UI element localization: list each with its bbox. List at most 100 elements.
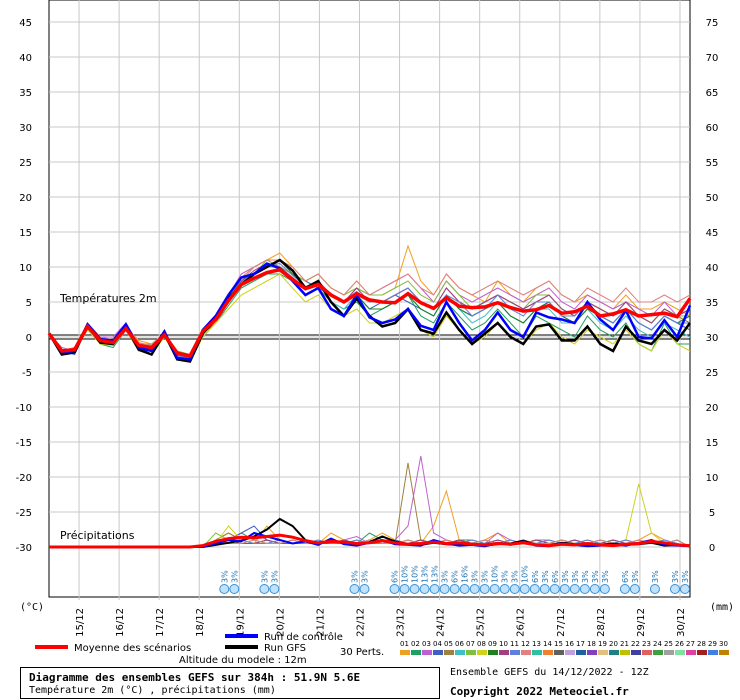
x-tick-label: 16/12 — [115, 608, 126, 637]
snow-icon — [489, 584, 500, 594]
chart-subtitle: Température 2m (°C) , précipitations (mm… — [29, 685, 276, 696]
legend-perts-label: 30 Perts. — [340, 647, 384, 658]
x-tick-label: 24/12 — [436, 608, 447, 637]
snow-probability-label: 3% — [220, 570, 229, 583]
right-tick-label: 55 — [706, 158, 719, 169]
pert-color-swatch — [664, 650, 674, 655]
pert-color-swatch — [411, 650, 421, 655]
pert-number-label: 21 — [620, 640, 629, 648]
pert-number-label: 24 — [653, 640, 662, 648]
snow-icon — [219, 584, 230, 594]
snow-icon — [449, 584, 460, 594]
x-tick-label: 25/12 — [476, 608, 487, 637]
pert-number-label: 22 — [631, 640, 640, 648]
snow-probability-label: 3% — [230, 570, 239, 583]
snow-probability-label: 6% — [451, 570, 460, 583]
pert-number-label: 14 — [543, 640, 552, 648]
right-unit-label: (mm) — [710, 602, 734, 613]
right-tick-label: 0 — [709, 543, 715, 554]
right-tick-label: 30 — [706, 333, 719, 344]
snow-icon — [429, 584, 440, 594]
left-tick-label: 0 — [26, 333, 32, 344]
snow-probability-label: 3% — [481, 570, 490, 583]
snow-icon — [549, 584, 560, 594]
pert-number-label: 20 — [609, 640, 618, 648]
right-tick-label: 75 — [706, 18, 719, 29]
temperature-section-label: Températures 2m — [59, 292, 157, 305]
pert-number-label: 29 — [708, 640, 717, 648]
left-tick-label: -30 — [16, 543, 32, 554]
left-tick-label: -15 — [16, 438, 32, 449]
x-tick-label: 19/12 — [235, 608, 246, 637]
member-01-precipitation-line — [49, 489, 691, 548]
snow-probability-label: 3% — [571, 570, 580, 583]
snow-icon — [499, 584, 510, 594]
member-08-precipitation-line — [49, 483, 691, 548]
pert-number-label: 25 — [664, 640, 673, 648]
pert-color-swatch — [631, 650, 641, 655]
snow-probability-label: 3% — [591, 570, 600, 583]
pert-color-swatch — [444, 650, 454, 655]
legend-mean-label: Moyenne des scénarios — [74, 642, 191, 654]
left-tick-label: 20 — [19, 193, 32, 204]
pert-color-swatch — [510, 650, 520, 655]
pert-color-swatch — [466, 650, 476, 655]
x-tick-label: 29/12 — [636, 608, 647, 637]
pert-number-label: 09 — [488, 640, 497, 648]
left-axis: 45 40 35 30 25 20 15 10 5 0 -5 -10 -15 -20 -25 -30 — [16, 18, 32, 554]
snow-probability-label: 6% — [531, 570, 540, 583]
left-tick-label: 10 — [19, 263, 32, 274]
x-tick-label: 27/12 — [556, 608, 567, 637]
pert-number-label: 19 — [598, 640, 607, 648]
snow-probability-label: 10% — [401, 565, 410, 583]
pert-number-label: 16 — [565, 640, 574, 648]
pert-number-label: 11 — [510, 640, 519, 648]
pert-number-label: 27 — [686, 640, 695, 648]
right-tick-label: 60 — [706, 123, 719, 134]
snow-icon — [259, 584, 270, 594]
left-tick-label: -5 — [22, 368, 32, 379]
pert-number-label: 30 — [719, 640, 728, 648]
pert-number-label: 15 — [554, 640, 563, 648]
snow-probability-label: 13% — [431, 565, 440, 583]
pert-color-swatch — [543, 650, 553, 655]
pert-number-label: 06 — [455, 640, 464, 648]
pert-color-swatch — [719, 650, 729, 655]
pert-number-label: 18 — [587, 640, 596, 648]
right-tick-label: 65 — [706, 88, 719, 99]
snow-icon — [669, 584, 680, 594]
right-tick-label: 20 — [706, 403, 719, 414]
snow-probability-label: 3% — [631, 570, 640, 583]
snow-probability-label: 10% — [491, 565, 500, 583]
pert-color-swatch — [400, 650, 410, 655]
snow-probability-label: 13% — [421, 565, 430, 583]
chart-title: Diagramme des ensembles GEFS sur 384h : … — [29, 671, 361, 684]
left-tick-label: 30 — [19, 123, 32, 134]
x-tick-label: 22/12 — [355, 608, 366, 637]
snow-icon — [569, 584, 580, 594]
pert-color-swatch — [620, 650, 630, 655]
snow-icon — [529, 584, 540, 594]
snow-icon — [679, 584, 690, 594]
left-tick-label: 25 — [19, 158, 32, 169]
left-tick-label: -25 — [16, 508, 32, 519]
pert-color-swatch — [532, 650, 542, 655]
pert-number-label: 08 — [477, 640, 486, 648]
pert-color-swatch — [609, 650, 619, 655]
left-tick-label: 45 — [19, 18, 32, 29]
snow-probability-label: 3% — [671, 570, 680, 583]
member-12-temperature-line — [48, 259, 691, 356]
perturbation-legend: 01 02 03 04 05 06 07 08 09 10 11 12 13 14 15 16 17 18 19 20… — [400, 640, 729, 655]
title-box: Diagramme des ensembles GEFS sur 384h : … — [20, 667, 440, 699]
left-tick-label: -20 — [16, 473, 32, 484]
pert-number-label: 10 — [499, 640, 508, 648]
pert-color-swatch — [499, 650, 509, 655]
snow-probability-label: 3% — [471, 570, 480, 583]
right-tick-label: 40 — [706, 263, 719, 274]
right-tick-label: 5 — [709, 508, 715, 519]
pert-color-swatch — [598, 650, 608, 655]
right-tick-label: 50 — [706, 193, 719, 204]
snow-icon — [439, 584, 450, 594]
x-tick-label: 23/12 — [396, 608, 407, 637]
